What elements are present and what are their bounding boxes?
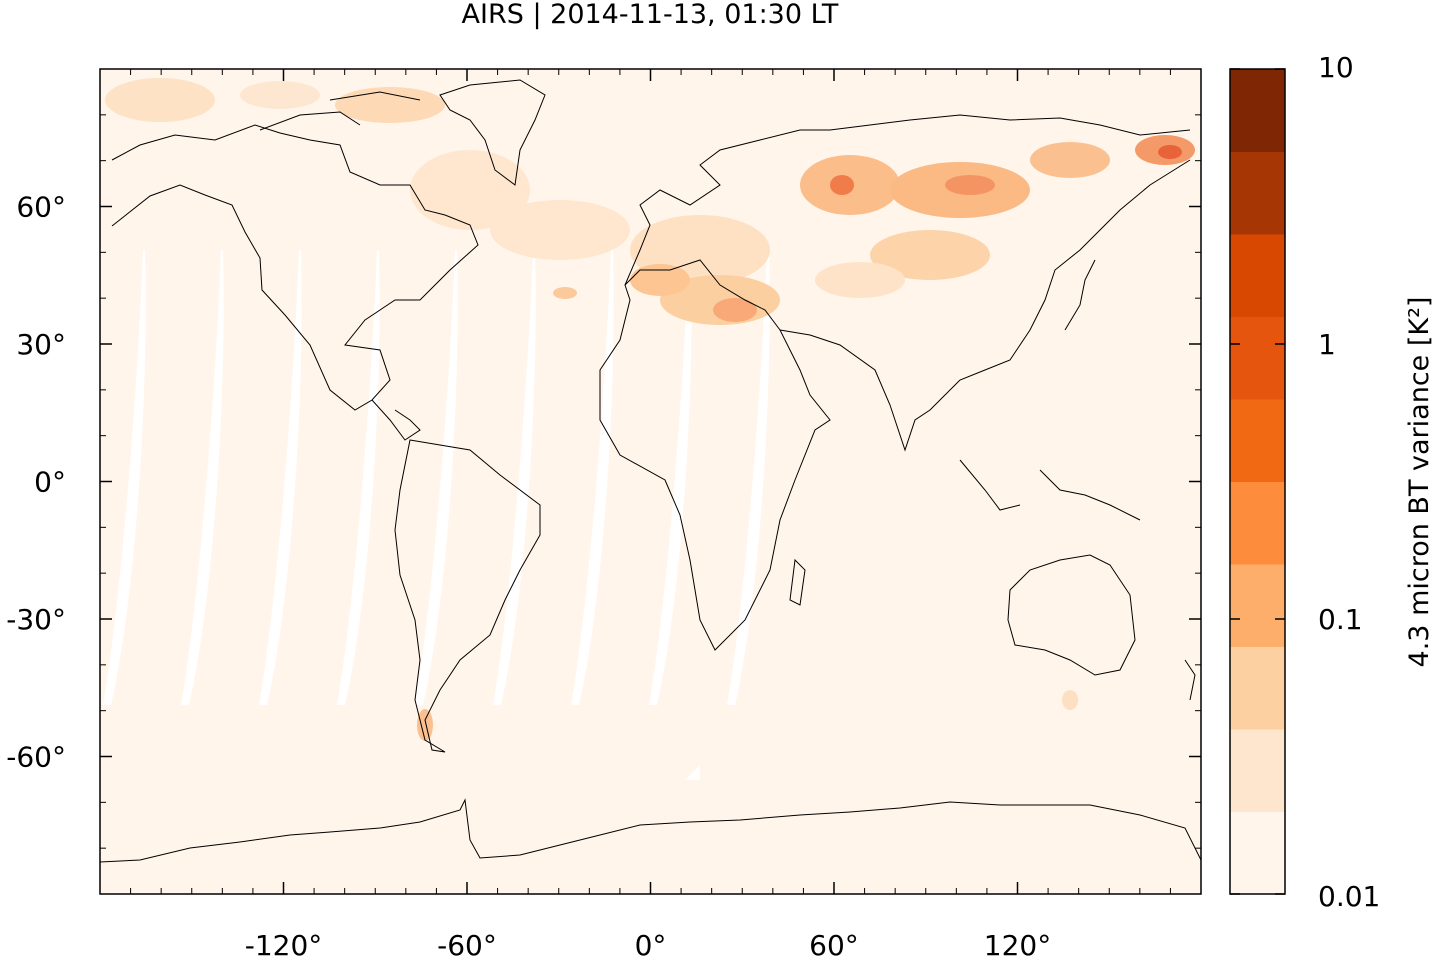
variance-patches: [105, 78, 1195, 741]
colorbar-segment: [1230, 69, 1285, 152]
y-tick-label: -60°: [6, 741, 66, 774]
x-tick-label: 60°: [809, 929, 859, 956]
colorbar-label: 4.3 micron BT variance [K²]: [1404, 297, 1435, 668]
y-tick-label: 60°: [16, 191, 66, 224]
colorbar-tick-label: 0.1: [1318, 603, 1363, 636]
x-tick-label: 0°: [635, 929, 667, 956]
map-title: AIRS | 2014-11-13, 01:30 LT: [461, 0, 839, 30]
y-tick-label: 0°: [34, 466, 66, 499]
colorbar-segment: [1230, 811, 1285, 895]
map-background: [100, 69, 1201, 894]
minor-ticks: [100, 69, 1201, 894]
colorbar-ticks: 10 1 0.1 0.01: [1230, 51, 1380, 913]
colorbar-segment: [1230, 316, 1285, 400]
colorbar-segment: [1230, 234, 1285, 317]
x-tick-label: 120°: [984, 929, 1051, 956]
y-tick-label: -30°: [6, 603, 66, 636]
map-data-layer: [100, 78, 1201, 863]
y-axis-ticks: 60° 30° 0° -30° -60°: [6, 191, 1201, 774]
colorbar-segment: [1230, 399, 1285, 482]
colorbar-tick-label: 10: [1318, 51, 1354, 84]
colorbar-tick-label: 1: [1318, 328, 1336, 361]
y-tick-label: 30°: [16, 328, 66, 361]
x-tick-label: -60°: [437, 929, 497, 956]
colorbar-border: [1229, 68, 1286, 895]
colorbar-segment: [1230, 151, 1285, 235]
colorbar-segment: [1230, 481, 1285, 565]
coastlines: [100, 79, 1201, 863]
colorbar-segment: [1230, 564, 1285, 647]
colorbar-segment: [1230, 646, 1285, 730]
colorbar-tick-label: 0.01: [1318, 880, 1380, 913]
colorbar-segment: [1230, 729, 1285, 812]
x-tick-label: -120°: [245, 929, 323, 956]
colorbar: [1230, 69, 1285, 895]
x-axis-ticks: -120° -60° 0° 60° 120°: [245, 69, 1051, 956]
